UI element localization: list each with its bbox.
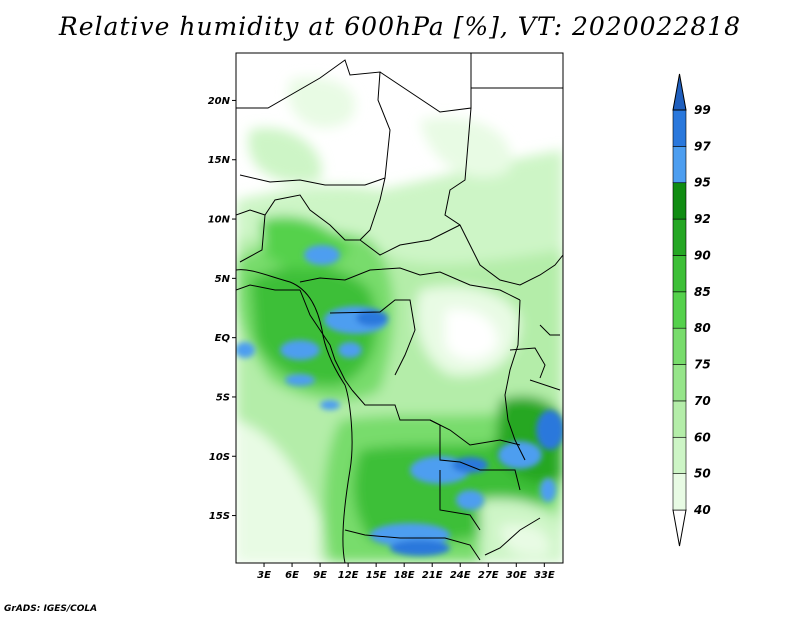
grads-credit: GrADS: IGES/COLA [4, 604, 98, 614]
colorbar-label: 50 [694, 467, 711, 481]
colorbar-band [672, 473, 687, 511]
colorbar-band [672, 327, 687, 365]
colorbar-band [672, 182, 687, 220]
lon-tick-label: 30E [506, 570, 527, 581]
colorbar-label: 40 [693, 503, 711, 517]
colorbar-label: 60 [694, 430, 711, 444]
lon-tick-label: 24E [450, 570, 471, 581]
humidity-field [236, 53, 563, 563]
lon-tick-label: 21E [422, 570, 443, 581]
colorbar-band [672, 291, 687, 329]
country-borders [236, 53, 563, 563]
colorbar-band [672, 109, 687, 147]
lat-tick-label: 15N [208, 155, 231, 166]
colorbar-band [672, 255, 687, 293]
colorbar-band [672, 436, 687, 474]
colorbar-band [672, 218, 687, 256]
lat-tick-label: EQ [215, 333, 231, 344]
lat-tick-label: 15S [209, 511, 230, 522]
colorbar-label: 80 [694, 321, 711, 335]
colorbar-label: 85 [694, 285, 711, 299]
colorbar-label: 70 [694, 394, 711, 408]
colorbar-label: 95 [694, 176, 711, 190]
latitude-ticks: 20N 15N 10N 5N EQ 5S 10S 15S [208, 96, 236, 522]
lat-tick-label: 20N [208, 96, 231, 107]
lon-tick-label: 15E [366, 570, 387, 581]
lon-tick-label: 18E [394, 570, 415, 581]
lon-tick-label: 9E [313, 570, 327, 581]
lat-tick-label: 10S [209, 452, 230, 463]
colorbar-label: 99 [694, 103, 711, 117]
colorbar-band [672, 364, 687, 402]
colorbar-band [672, 146, 687, 184]
colorbar-label: 92 [694, 212, 711, 226]
lat-tick-label: 10N [208, 215, 231, 226]
lon-tick-label: 27E [478, 570, 499, 581]
colorbar-under-arrow [672, 509, 687, 547]
map-title: Relative humidity at 600hPa [%], VT: 202… [58, 12, 742, 41]
longitude-ticks: 3E 6E 9E 12E 15E 18E 21E 24E 27E 30E 33E [257, 563, 555, 581]
lon-tick-label: 6E [285, 570, 299, 581]
lon-tick-label: 12E [338, 570, 359, 581]
colorbar-label: 75 [694, 358, 711, 372]
map-frame [235, 52, 564, 564]
colorbar-label: 97 [694, 139, 711, 153]
colorbar: 40 50 60 70 75 80 85 90 92 95 97 99 [672, 73, 711, 547]
lon-tick-label: 33E [534, 570, 555, 581]
lat-tick-label: 5N [215, 274, 231, 285]
lon-tick-label: 3E [257, 570, 271, 581]
colorbar-band [672, 400, 687, 438]
colorbar-label: 90 [694, 248, 711, 262]
colorbar-over-arrow [672, 73, 687, 111]
lat-tick-label: 5S [216, 392, 230, 403]
